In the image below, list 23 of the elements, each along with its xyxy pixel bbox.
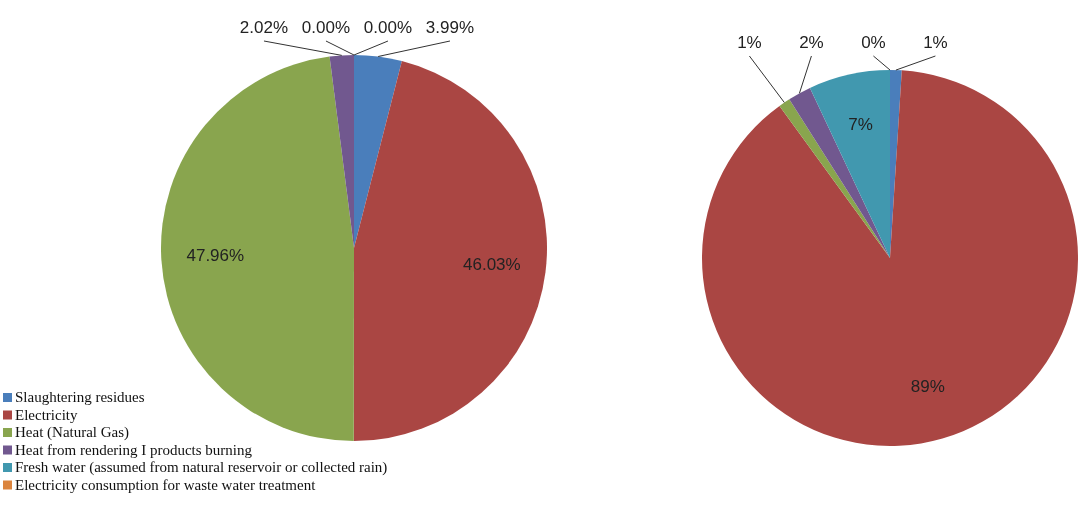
text: 0% bbox=[861, 33, 886, 52]
legend-label: Heat (Natural Gas) bbox=[15, 424, 130, 441]
data-label: 1% bbox=[923, 33, 948, 52]
pie-slice bbox=[702, 70, 1078, 446]
legend-label: Fresh water (assumed from natural reservoir or collected rain) bbox=[15, 459, 388, 476]
data-label: 47.96% bbox=[186, 246, 245, 266]
legend-label: Electricity consumption for waste water treatment bbox=[15, 476, 317, 493]
legend-label: Heat from rendering I products burning bbox=[15, 441, 253, 458]
data-label: 89% bbox=[910, 377, 945, 397]
pie-slice bbox=[353, 61, 547, 441]
legend-label: Electricity bbox=[15, 406, 78, 423]
data-label: 2.02% bbox=[239, 18, 289, 37]
data-label: 46.03% bbox=[463, 254, 521, 274]
text: 0.00% bbox=[301, 18, 351, 37]
legend-label: Slaughtering residues bbox=[15, 389, 145, 405]
pie-slice bbox=[354, 55, 402, 248]
data-label: 2% bbox=[799, 33, 824, 52]
data-label: 3.99% bbox=[425, 18, 475, 37]
pie-slice bbox=[161, 56, 354, 441]
data-label: 1% bbox=[737, 33, 762, 52]
data-label: 7% bbox=[848, 115, 873, 135]
text: 0.00% bbox=[363, 18, 413, 37]
pie-slice bbox=[809, 70, 890, 258]
